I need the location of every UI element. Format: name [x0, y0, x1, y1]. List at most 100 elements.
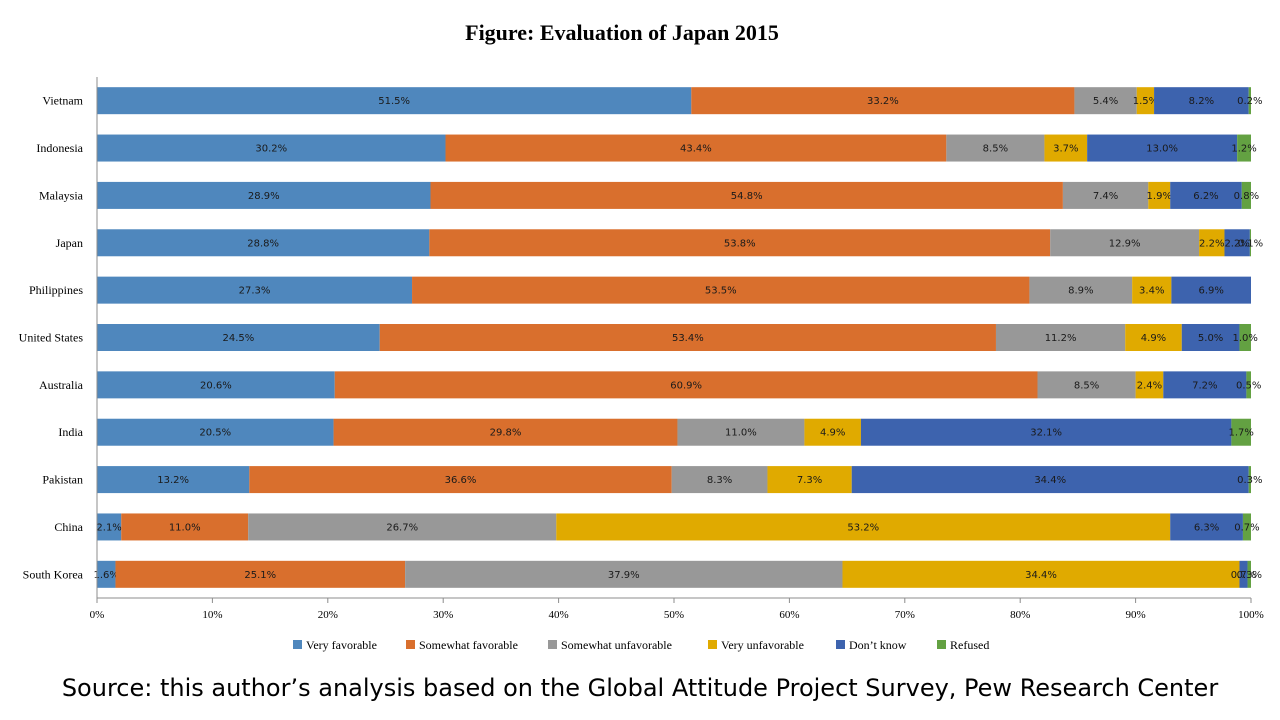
- category-label: United States: [19, 331, 84, 345]
- bar-segment: [1125, 324, 1182, 351]
- bar-segment: [379, 324, 996, 351]
- data-label: 25.1%: [244, 570, 276, 581]
- data-label: 30.2%: [255, 144, 287, 155]
- data-label: 11.0%: [169, 522, 201, 533]
- data-label: 20.5%: [199, 428, 231, 439]
- bar-segment: [333, 418, 678, 446]
- legend-label: Somewhat unfavorable: [561, 638, 672, 652]
- data-label: 0.2%: [1237, 96, 1262, 107]
- x-tick-label: 60%: [779, 609, 799, 621]
- category-label: South Korea: [23, 567, 84, 581]
- data-label: 8.2%: [1189, 96, 1214, 107]
- bar-segment: [1224, 229, 1250, 257]
- category-label: Pakistan: [42, 473, 83, 487]
- x-tick-label: 100%: [1238, 609, 1264, 621]
- category-label: Australia: [39, 378, 84, 392]
- bar-segment: [97, 418, 334, 446]
- bar-segment: [1044, 134, 1088, 162]
- bar-segment: [677, 418, 805, 446]
- data-label: 1.0%: [1233, 333, 1258, 344]
- data-label: 1.6%: [94, 570, 119, 581]
- x-tick-label: 30%: [433, 609, 453, 621]
- bar-segment: [97, 276, 413, 304]
- bar-segment: [412, 276, 1030, 304]
- data-label: 0.1%: [1238, 238, 1263, 249]
- data-label: 11.2%: [1045, 333, 1077, 344]
- data-label: 4.9%: [820, 428, 845, 439]
- data-label: 5.0%: [1198, 333, 1223, 344]
- source-note: Source: this author’s analysis based on …: [61, 674, 1219, 702]
- data-label: 53.5%: [705, 286, 737, 297]
- bar-segment: [1136, 87, 1155, 115]
- data-label: 8.9%: [1068, 286, 1093, 297]
- bar-segment: [1087, 134, 1238, 162]
- legend-label: Very unfavorable: [721, 638, 804, 652]
- category-label: China: [54, 520, 83, 534]
- data-label: 53.8%: [724, 238, 756, 249]
- data-label: 3.4%: [1139, 286, 1164, 297]
- category-label: India: [58, 425, 83, 439]
- data-label: 5.4%: [1093, 96, 1118, 107]
- bar-segment: [691, 87, 1075, 115]
- bar-segment: [860, 418, 1232, 446]
- bar-segment: [248, 513, 557, 541]
- bar-segment: [429, 229, 1051, 257]
- data-label: 60.9%: [670, 380, 702, 391]
- legend-label: Very favorable: [306, 638, 377, 652]
- data-label: 6.2%: [1193, 191, 1218, 202]
- data-label: 0.5%: [1236, 380, 1261, 391]
- x-tick-label: 40%: [549, 609, 569, 621]
- data-label: 24.5%: [222, 333, 254, 344]
- plot-area: 51.5% 33.2% 5.4% 1.5% 8.2% 0.2% 30.2% 43.4% 8.5%…: [94, 87, 1263, 588]
- data-label: 1.9%: [1147, 191, 1172, 202]
- data-label: 53.4%: [672, 333, 704, 344]
- data-label: 4.9%: [1141, 333, 1166, 344]
- bar-segment: [1239, 324, 1251, 351]
- bar-segment: [1242, 513, 1251, 541]
- x-tick-label: 0%: [90, 609, 105, 621]
- bar-segment: [405, 560, 843, 588]
- bar-segment: [97, 371, 335, 399]
- category-label: Japan: [56, 236, 83, 250]
- bar-segment: [842, 560, 1240, 588]
- data-label: 0.7%: [1231, 570, 1256, 581]
- legend-swatch: [548, 640, 557, 649]
- data-label: 11.0%: [725, 428, 757, 439]
- bar-segment: [334, 371, 1038, 399]
- bar-segment: [1248, 87, 1251, 115]
- data-label: 7.2%: [1192, 380, 1217, 391]
- bar-segment: [115, 560, 406, 588]
- bar-segment: [1181, 324, 1240, 351]
- bar-segment: [1239, 560, 1248, 588]
- data-label: 0.3%: [1237, 475, 1262, 486]
- bar-segment: [1170, 181, 1242, 209]
- data-label: 6.3%: [1194, 522, 1219, 533]
- data-label: 27.3%: [239, 286, 271, 297]
- bar-segment: [1062, 181, 1149, 209]
- legend-label: Somewhat favorable: [419, 638, 518, 652]
- data-label: 8.5%: [983, 144, 1008, 155]
- chart-title: Figure: Evaluation of Japan 2015: [465, 20, 779, 45]
- data-label: 2.1%: [96, 522, 121, 533]
- bar-segment: [671, 466, 768, 494]
- bar-segment: [946, 134, 1045, 162]
- bar-segment: [1241, 181, 1251, 209]
- data-label: 54.8%: [731, 191, 763, 202]
- bar-segment: [1132, 276, 1172, 304]
- data-label: 51.5%: [378, 96, 410, 107]
- category-label: Indonesia: [36, 141, 83, 155]
- bar-segment: [249, 466, 672, 494]
- data-label: 53.2%: [847, 522, 879, 533]
- bar-segment: [1249, 229, 1251, 257]
- data-label: 1.7%: [1228, 428, 1253, 439]
- data-label: 8.3%: [707, 475, 732, 486]
- category-label: Malaysia: [39, 188, 84, 202]
- bar-segment: [1050, 229, 1200, 257]
- bar-segment: [995, 324, 1126, 351]
- data-label: 37.9%: [608, 570, 640, 581]
- data-label: 3.7%: [1053, 144, 1078, 155]
- data-label: 7.3%: [797, 475, 822, 486]
- data-label: 0.3%: [1237, 570, 1262, 581]
- bar-segment: [1246, 371, 1251, 399]
- legend-swatch: [937, 640, 946, 649]
